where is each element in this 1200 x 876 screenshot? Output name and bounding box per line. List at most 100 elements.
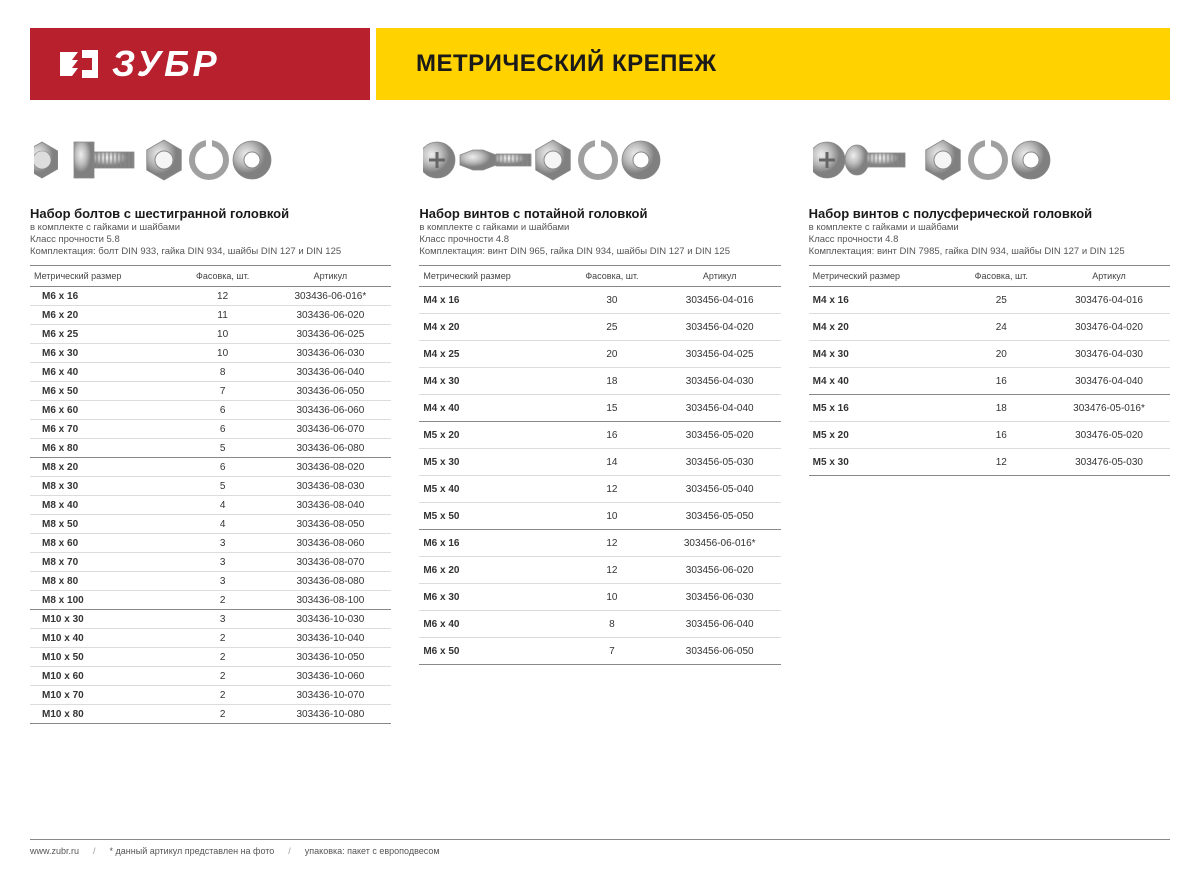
cell-qty: 4 (176, 515, 270, 534)
title-banner: МЕТРИЧЕСКИЙ КРЕПЕЖ (376, 28, 1170, 100)
cell-sku: 303436-08-050 (269, 515, 391, 534)
table-row: M4 x 4015303456-04-040 (419, 395, 780, 422)
cell-size: M8 x 40 (30, 496, 176, 515)
table-row: M5 x 2016303456-05-020 (419, 422, 780, 449)
cell-qty: 8 (176, 363, 270, 382)
cell-size: M4 x 30 (419, 368, 565, 395)
table-header-qty: Фасовка, шт. (954, 266, 1048, 287)
table-row: M6 x 2011303436-06-020 (30, 306, 391, 325)
cell-sku: 303476-04-016 (1048, 287, 1170, 314)
cell-sku: 303436-10-080 (269, 705, 391, 724)
cell-size: M5 x 16 (809, 395, 955, 422)
cell-size: M10 x 60 (30, 667, 176, 686)
cell-sku: 303456-05-040 (659, 476, 781, 503)
table-row: M8 x 1002303436-08-100 (30, 591, 391, 610)
cell-sku: 303476-04-020 (1048, 314, 1170, 341)
cell-sku: 303436-10-060 (269, 667, 391, 686)
cell-qty: 24 (954, 314, 1048, 341)
product-title: Набор винтов с потайной головкой (419, 206, 780, 221)
cell-sku: 303436-06-050 (269, 382, 391, 401)
cell-sku: 303476-05-030 (1048, 449, 1170, 476)
cell-qty: 3 (176, 553, 270, 572)
cell-qty: 12 (565, 476, 659, 503)
table-row: M6 x 507303456-06-050 (419, 638, 780, 665)
table-row: M4 x 2520303456-04-025 (419, 341, 780, 368)
cell-size: M6 x 50 (30, 382, 176, 401)
cell-size: M6 x 30 (419, 584, 565, 611)
cell-sku: 303456-04-016 (659, 287, 781, 314)
cell-qty: 12 (954, 449, 1048, 476)
cell-qty: 20 (954, 341, 1048, 368)
table-header-sku: Артикул (659, 266, 781, 287)
cell-sku: 303436-06-030 (269, 344, 391, 363)
table-row: M4 x 1630303456-04-016 (419, 287, 780, 314)
cell-qty: 16 (954, 422, 1048, 449)
table-row: M4 x 2024303476-04-020 (809, 314, 1170, 341)
cell-size: M8 x 30 (30, 477, 176, 496)
cell-size: M5 x 20 (419, 422, 565, 449)
cell-qty: 11 (176, 306, 270, 325)
table-row: M5 x 3014303456-05-030 (419, 449, 780, 476)
cell-sku: 303436-10-070 (269, 686, 391, 705)
cell-qty: 7 (565, 638, 659, 665)
cell-size: M6 x 60 (30, 401, 176, 420)
product-subtitle: в комплекте с гайками и шайбами (419, 222, 780, 233)
cell-size: M8 x 70 (30, 553, 176, 572)
brand-logo: ЗУБР (30, 28, 370, 100)
page-header: ЗУБР МЕТРИЧЕСКИЙ КРЕПЕЖ (30, 28, 1170, 100)
table-row: M4 x 4016303476-04-040 (809, 368, 1170, 395)
cell-sku: 303436-06-060 (269, 401, 391, 420)
table-row: M8 x 703303436-08-070 (30, 553, 391, 572)
cell-qty: 2 (176, 705, 270, 724)
table-header-qty: Фасовка, шт. (176, 266, 270, 287)
cell-size: M6 x 16 (30, 287, 176, 306)
product-composition: Комплектация: болт DIN 933, гайка DIN 93… (30, 246, 391, 257)
table-row: M6 x 1612303456-06-016* (419, 530, 780, 557)
product-column: Набор винтов с потайной головкойв компле… (419, 130, 780, 724)
cell-qty: 10 (176, 325, 270, 344)
brand-text: ЗУБР (112, 43, 220, 85)
table-header-size: Метрический размер (419, 266, 565, 287)
cell-sku: 303436-10-050 (269, 648, 391, 667)
cell-size: M4 x 40 (419, 395, 565, 422)
table-row: M6 x 3010303456-06-030 (419, 584, 780, 611)
table-row: M10 x 502303436-10-050 (30, 648, 391, 667)
cell-size: M5 x 20 (809, 422, 955, 449)
cell-sku: 303456-04-025 (659, 341, 781, 368)
hardware-illustration (419, 130, 780, 190)
table-row: M10 x 402303436-10-040 (30, 629, 391, 648)
cell-qty: 6 (176, 458, 270, 477)
cell-sku: 303436-08-020 (269, 458, 391, 477)
table-header-sku: Артикул (1048, 266, 1170, 287)
cell-size: M8 x 20 (30, 458, 176, 477)
table-row: M4 x 3018303456-04-030 (419, 368, 780, 395)
cell-size: M6 x 25 (30, 325, 176, 344)
table-row: M8 x 206303436-08-020 (30, 458, 391, 477)
cell-sku: 303456-04-030 (659, 368, 781, 395)
hardware-illustration (809, 130, 1170, 190)
cell-size: M6 x 80 (30, 439, 176, 458)
cell-size: M5 x 30 (809, 449, 955, 476)
cell-size: M4 x 20 (809, 314, 955, 341)
table-row: M6 x 3010303436-06-030 (30, 344, 391, 363)
table-row: M5 x 2016303476-05-020 (809, 422, 1170, 449)
table-row: M6 x 805303436-06-080 (30, 439, 391, 458)
cell-size: M6 x 16 (419, 530, 565, 557)
table-row: M4 x 2025303456-04-020 (419, 314, 780, 341)
table-row: M6 x 606303436-06-060 (30, 401, 391, 420)
table-row: M8 x 603303436-08-060 (30, 534, 391, 553)
cell-qty: 2 (176, 591, 270, 610)
cell-qty: 2 (176, 686, 270, 705)
cell-sku: 303456-05-020 (659, 422, 781, 449)
cell-qty: 16 (954, 368, 1048, 395)
hardware-illustration (30, 130, 391, 190)
table-header-size: Метрический размер (809, 266, 955, 287)
product-column: Набор винтов с полусферической головкойв… (809, 130, 1170, 724)
table-row: M4 x 3020303476-04-030 (809, 341, 1170, 368)
cell-qty: 8 (565, 611, 659, 638)
spec-table: Метрический размерФасовка, шт.АртикулM4 … (419, 265, 780, 665)
cell-size: M8 x 80 (30, 572, 176, 591)
cell-size: M5 x 50 (419, 503, 565, 530)
cell-qty: 25 (954, 287, 1048, 314)
cell-sku: 303456-06-040 (659, 611, 781, 638)
